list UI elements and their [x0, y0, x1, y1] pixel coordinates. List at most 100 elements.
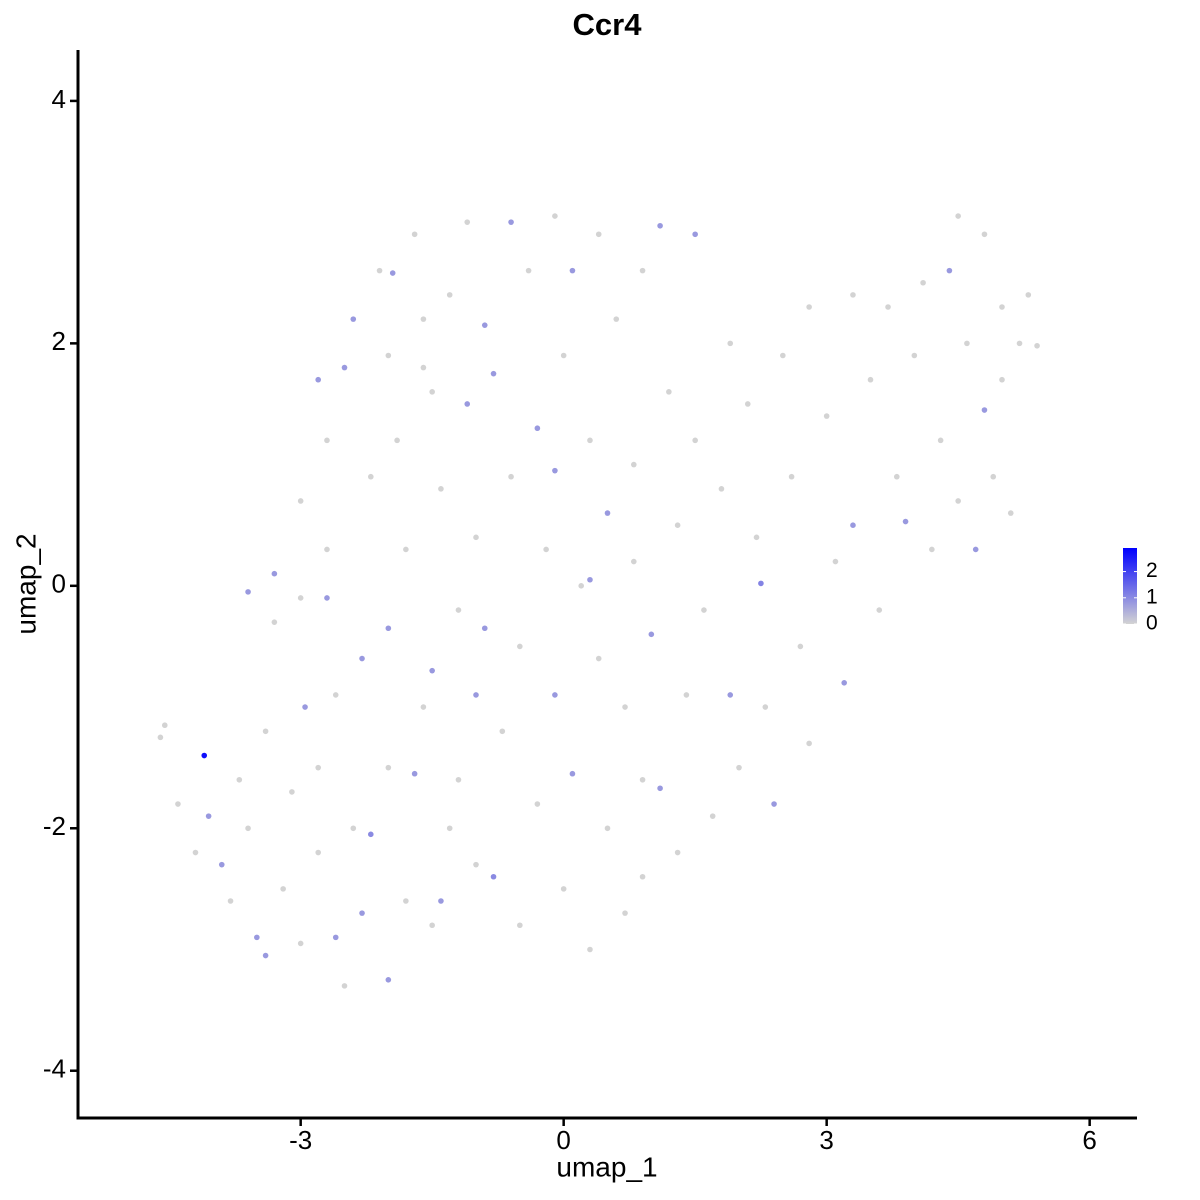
point — [420, 364, 427, 371]
point — [788, 473, 795, 480]
point — [297, 498, 304, 504]
point — [630, 558, 637, 565]
point — [604, 510, 611, 516]
point — [473, 534, 479, 541]
colorbar-tick-label: 1 — [1146, 585, 1158, 608]
y-tick-label: 0 — [52, 569, 66, 599]
point — [350, 316, 357, 322]
point — [420, 704, 427, 710]
point — [648, 631, 655, 638]
point — [499, 728, 506, 735]
point — [1025, 292, 1032, 298]
point — [455, 776, 462, 783]
point — [446, 292, 453, 298]
point — [613, 316, 620, 322]
y-tick-label: 4 — [52, 84, 66, 114]
x-tick-label: 3 — [819, 1125, 833, 1155]
point — [981, 407, 988, 413]
point — [385, 625, 392, 632]
point — [490, 370, 497, 377]
point — [508, 473, 514, 480]
point — [517, 922, 523, 929]
point — [657, 785, 663, 792]
point — [832, 558, 839, 565]
point — [324, 437, 330, 444]
point — [525, 267, 532, 274]
point — [389, 270, 396, 276]
point — [709, 813, 716, 819]
point — [674, 522, 681, 529]
point — [227, 898, 234, 904]
y-tick-label: -4 — [43, 1054, 66, 1084]
point — [280, 886, 286, 892]
point — [727, 340, 734, 347]
point — [937, 437, 944, 444]
point — [560, 352, 567, 359]
point — [595, 655, 602, 662]
point — [569, 770, 576, 777]
point — [1016, 340, 1023, 347]
point — [473, 692, 479, 698]
point — [604, 825, 611, 832]
point — [753, 534, 760, 541]
point — [385, 352, 392, 359]
point — [560, 886, 567, 892]
point — [201, 752, 208, 759]
point — [718, 486, 725, 492]
point — [683, 692, 690, 698]
point — [517, 643, 523, 650]
point — [481, 625, 488, 632]
point — [332, 934, 339, 941]
point — [999, 376, 1005, 383]
point — [758, 580, 764, 587]
point — [552, 467, 558, 474]
point — [639, 776, 646, 783]
point — [762, 704, 769, 710]
point — [981, 231, 988, 238]
y-tick-label: -2 — [43, 811, 66, 841]
point — [262, 728, 269, 735]
point — [350, 825, 357, 832]
point — [297, 940, 304, 947]
point — [692, 437, 698, 444]
point — [429, 667, 435, 674]
point — [727, 692, 734, 698]
point — [1034, 342, 1040, 349]
x-tick-label: 6 — [1082, 1125, 1096, 1155]
point — [297, 595, 304, 601]
point — [946, 267, 953, 274]
point — [543, 546, 549, 553]
point — [161, 722, 168, 729]
point — [692, 231, 698, 238]
point — [780, 352, 786, 359]
point — [205, 813, 212, 819]
point — [534, 425, 541, 432]
point — [823, 413, 830, 419]
point — [929, 546, 935, 553]
point — [236, 776, 243, 783]
point — [271, 570, 278, 577]
point — [534, 801, 541, 807]
point — [218, 861, 225, 868]
point — [674, 849, 681, 856]
point — [771, 801, 777, 807]
point — [508, 219, 514, 225]
point — [315, 376, 322, 383]
point — [368, 831, 374, 838]
point — [271, 619, 278, 625]
point — [490, 873, 497, 880]
point — [341, 364, 348, 371]
point — [701, 607, 707, 613]
point — [302, 704, 308, 710]
point — [552, 213, 558, 219]
point — [411, 770, 418, 777]
point — [289, 789, 295, 795]
point — [254, 934, 260, 941]
point — [1007, 510, 1014, 516]
point — [192, 849, 199, 856]
point — [175, 801, 181, 807]
y-axis-label: umap_2 — [10, 533, 41, 634]
point — [376, 267, 383, 274]
colorbar-tick-label: 0 — [1146, 612, 1158, 635]
